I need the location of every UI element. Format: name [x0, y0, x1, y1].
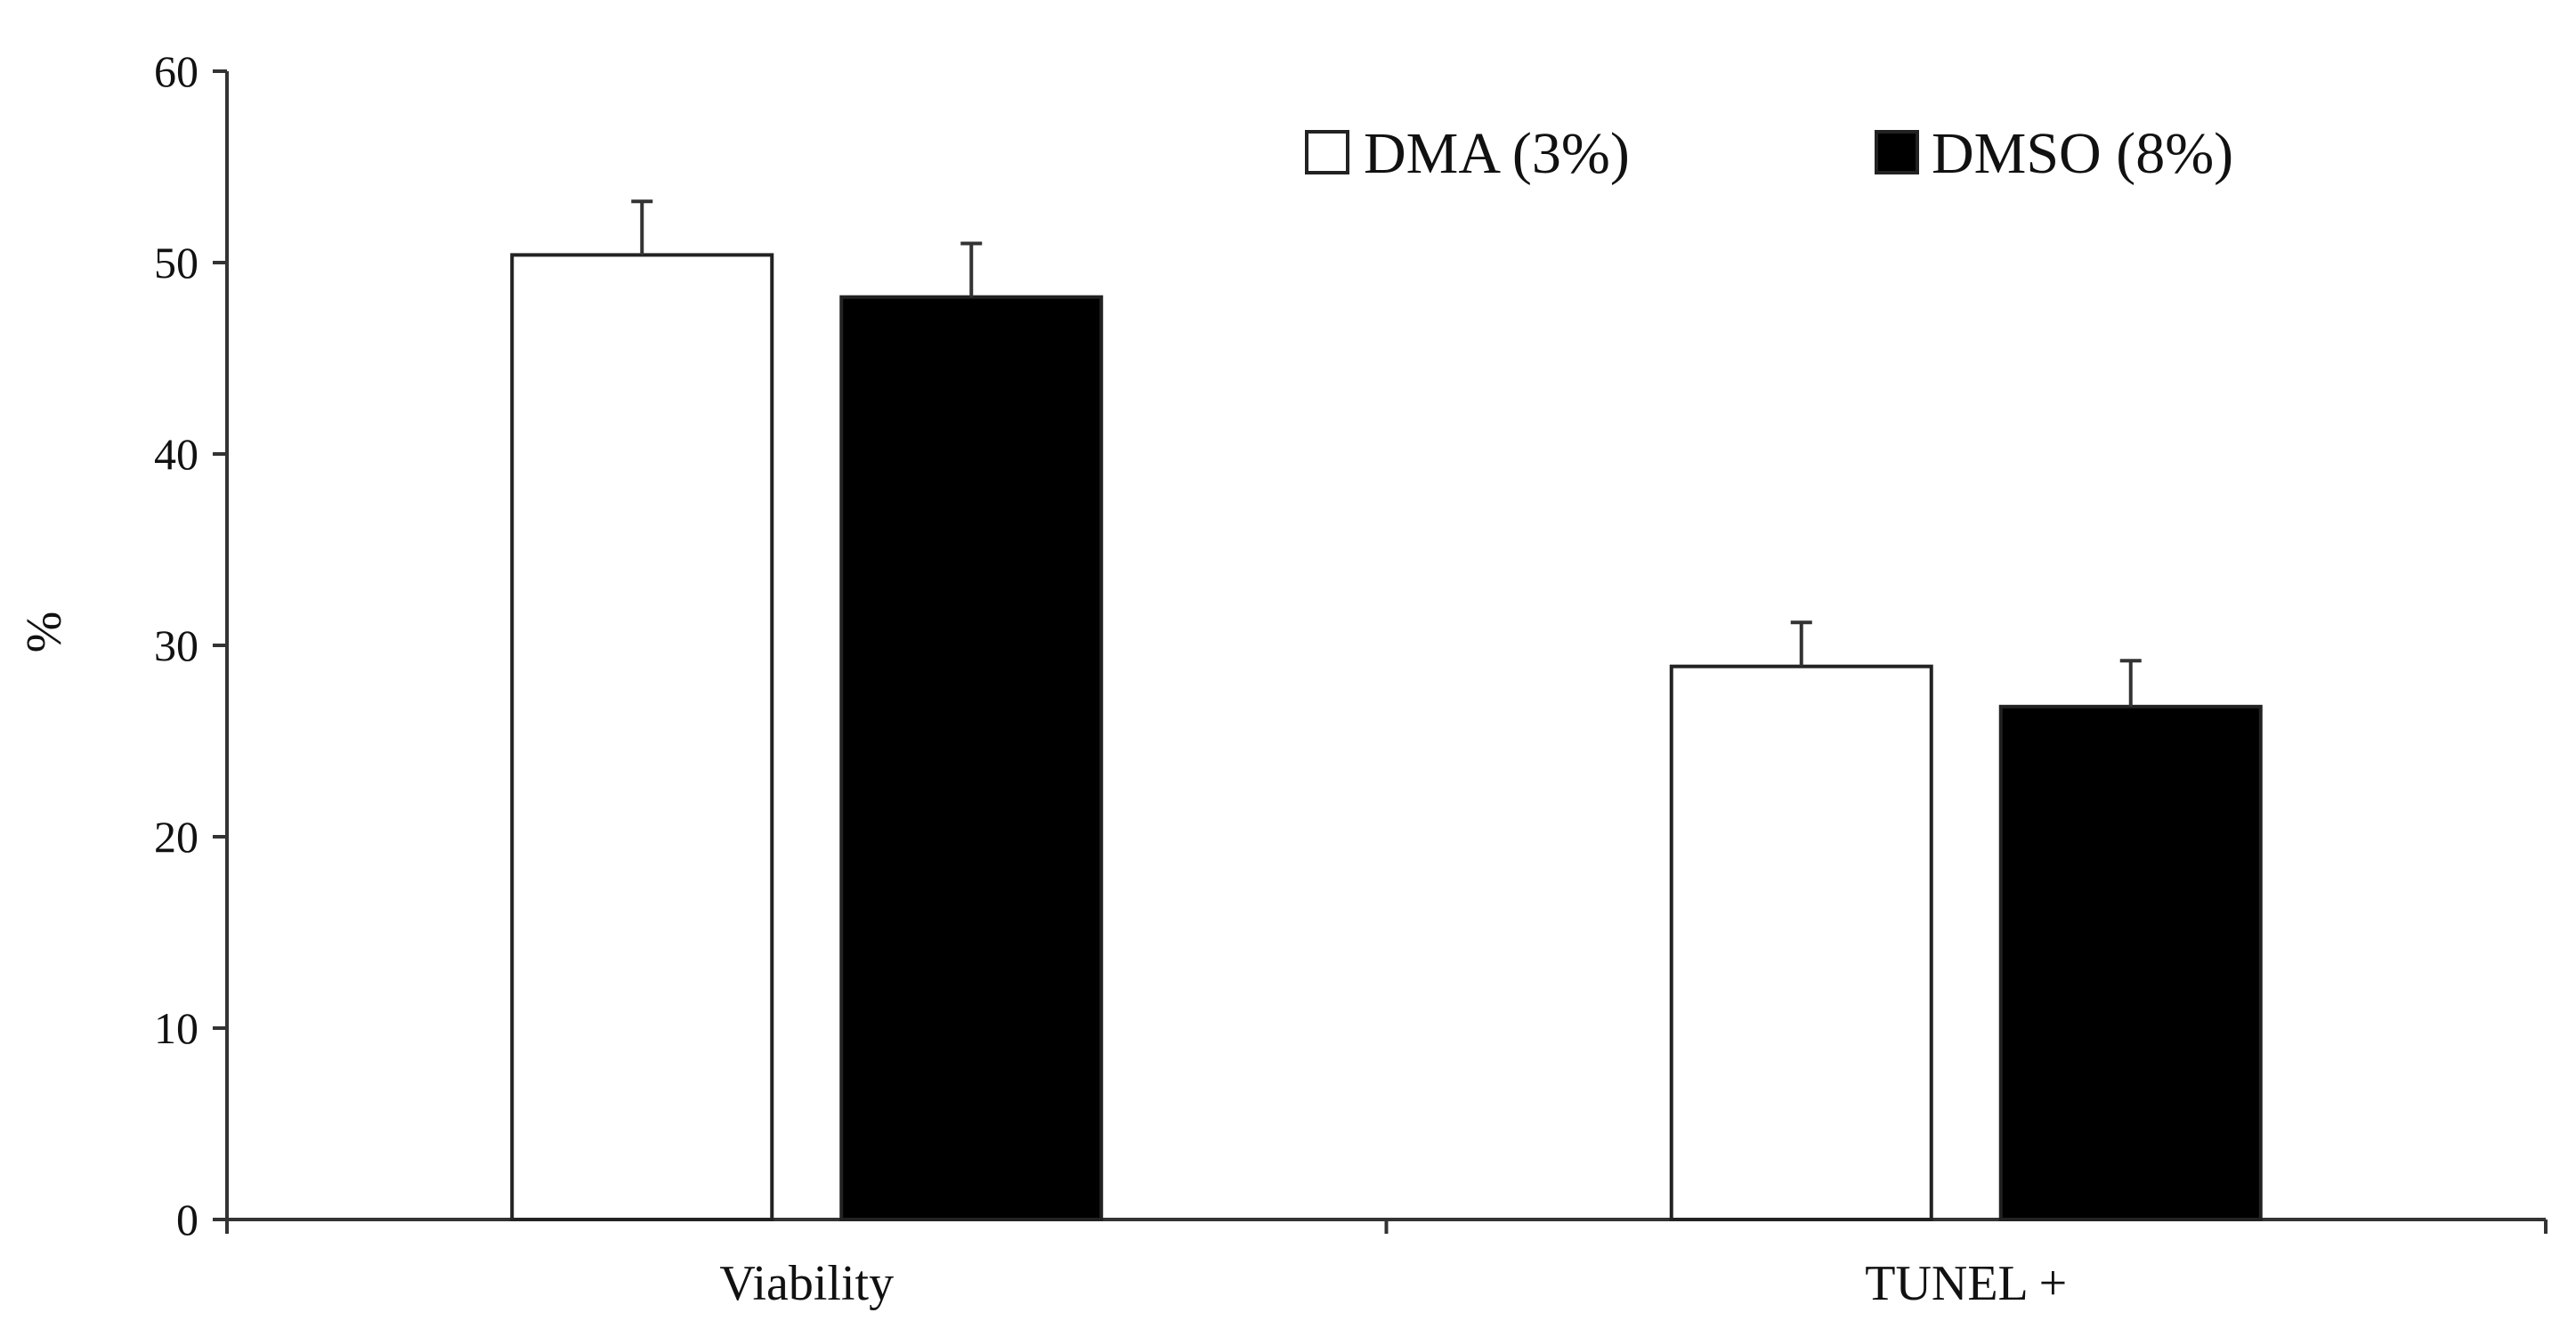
legend-label-1: DMSO (8%) — [1932, 121, 2233, 186]
bar-0-1 — [839, 295, 1104, 1222]
legend-label-0: DMA (3%) — [1364, 121, 1630, 186]
y-axis-label: % — [17, 612, 72, 653]
bar-0-0 — [510, 253, 774, 1221]
bar-1-1 — [1998, 704, 2263, 1221]
legend: DMA (3%) DMSO (8%) — [1305, 121, 2233, 186]
bars — [510, 253, 2263, 1222]
y-tick-label: 30 — [154, 620, 198, 670]
legend-swatch-0 — [1305, 130, 1349, 174]
legend-swatch-1 — [1875, 130, 1919, 174]
bar-1-0 — [1669, 664, 1933, 1221]
x-tick-label: TUNEL + — [1865, 1256, 2067, 1311]
y-tick-label: 50 — [154, 238, 198, 288]
error-bars — [631, 199, 2142, 707]
y-tick-label: 40 — [154, 429, 198, 479]
y-tick-label: 20 — [154, 812, 198, 862]
y-tick-label: 60 — [154, 46, 198, 96]
x-tick-label: Viability — [719, 1256, 894, 1311]
y-tick-label: 10 — [154, 1003, 198, 1053]
y-tick-label: 0 — [176, 1195, 198, 1244]
